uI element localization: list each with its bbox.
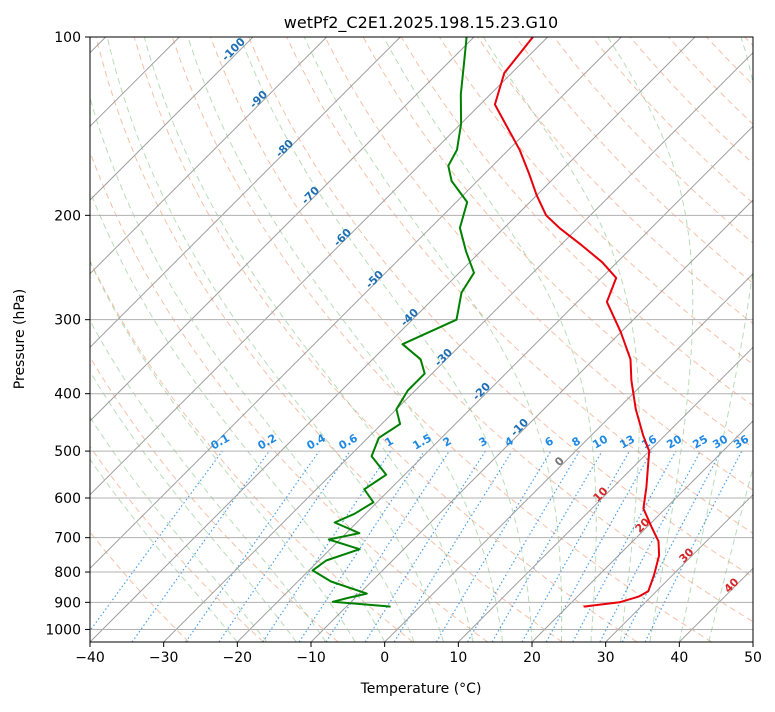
mixing-ratio-label: 6	[543, 434, 556, 449]
mixing-ratio-label: 13	[617, 433, 637, 452]
y-axis-ticks: 100 200 300 400 500 600 700 800 900 1000	[45, 30, 90, 638]
mixing-ratio-line	[365, 451, 485, 642]
isotherm-label: -50	[363, 268, 386, 291]
isotherm-line	[164, 37, 769, 642]
x-tick-label: −10	[296, 650, 326, 666]
isotherm-label: -60	[331, 226, 354, 249]
isotherm-line	[0, 37, 253, 642]
mixing-ratio-label: 3	[477, 434, 490, 449]
moist-adiabat	[709, 37, 775, 642]
isotherm-label: -20	[470, 380, 493, 403]
moist-adiabat	[144, 37, 473, 642]
isotherm-line	[0, 37, 327, 642]
mixing-ratio-label: 1	[383, 434, 396, 449]
x-tick-label: 50	[744, 650, 762, 666]
x-tick-label: −30	[149, 650, 179, 666]
y-tick-label: 900	[54, 595, 81, 611]
mixing-ratio-line	[522, 451, 629, 642]
isotherm-label: 30	[677, 545, 697, 565]
isotherm-label: -30	[432, 346, 455, 369]
dry-adiabat	[134, 37, 637, 642]
mixing-ratio-line	[299, 451, 424, 642]
isotherm-line	[0, 37, 400, 642]
x-tick-label: 20	[523, 650, 541, 666]
dry-adiabat	[0, 37, 338, 642]
mixing-ratio-label: 8	[570, 434, 583, 449]
mixing-ratio-label: 20	[664, 432, 684, 451]
dry-adiabat	[0, 37, 189, 642]
dry-adiabat	[707, 37, 775, 642]
x-tick-label: −40	[75, 650, 105, 666]
mixing-ratio-line	[263, 451, 391, 642]
mixing-ratio-label: 36	[731, 432, 751, 451]
x-tick-label: 0	[380, 650, 389, 666]
isotherm-line	[385, 37, 775, 642]
moist-adiabat	[304, 37, 561, 642]
mixing-ratio-line	[219, 451, 350, 642]
isotherm-line	[679, 37, 775, 642]
isotherm-line	[237, 37, 775, 642]
mixing-ratio-label: 30	[710, 432, 730, 451]
isotherm-label: -70	[299, 184, 322, 207]
x-axis-ticks: −40 −30 −20 −10 0 10 20 30 40 50	[75, 642, 762, 666]
isotherm-line	[16, 37, 621, 642]
mixing-ratio-line	[82, 451, 223, 642]
mixing-ratio-line	[468, 451, 580, 642]
y-tick-label: 700	[54, 531, 81, 547]
isotherm-label: 10	[591, 484, 611, 504]
isotherm-label: -10	[508, 416, 531, 439]
x-tick-label: 40	[670, 650, 688, 666]
dry-adiabat	[516, 37, 775, 642]
dry-adiabat	[745, 37, 775, 642]
x-axis-title: Temperature (°C)	[360, 681, 482, 697]
isotherm-label: -90	[247, 88, 270, 111]
y-tick-label: 100	[54, 30, 81, 46]
isotherm-line	[90, 37, 695, 642]
isotherm-label: 20	[633, 515, 653, 535]
y-tick-label: 200	[54, 208, 81, 224]
isotherm-line	[0, 37, 474, 642]
y-tick-label: 600	[54, 491, 81, 507]
y-axis-title: Pressure (hPa)	[12, 289, 28, 389]
chart-title: wetPf2_C2E1.2025.198.15.23.G10	[284, 13, 558, 33]
isotherm-line	[458, 37, 775, 642]
x-tick-label: −20	[223, 650, 253, 666]
y-tick-label: 500	[54, 444, 81, 460]
mixing-ratio-label: 0.2	[256, 431, 279, 452]
isotherm-label: -100	[219, 35, 248, 64]
isotherm-line	[753, 37, 775, 642]
plot-frame	[90, 37, 753, 642]
dry-adiabat	[0, 37, 264, 642]
mixing-ratio-label: 0.4	[305, 431, 329, 452]
mixing-ratio-line	[546, 451, 651, 642]
mixing-ratio-line	[326, 451, 449, 642]
moist-adiabat	[608, 37, 693, 642]
mixing-ratio-label: 0.1	[209, 431, 232, 452]
y-tick-label: 800	[54, 565, 81, 581]
moist-adiabat	[23, 37, 356, 642]
y-tick-label: 1000	[45, 622, 81, 638]
dry-adiabat	[554, 37, 775, 642]
moist-adiabat	[0, 37, 237, 642]
moist-adiabat	[240, 37, 532, 642]
isotherm-label: -80	[273, 137, 296, 160]
mixing-ratio-label: 10	[590, 432, 610, 451]
y-tick-label: 300	[54, 313, 81, 329]
x-tick-label: 10	[449, 650, 467, 666]
moist-adiabat	[188, 37, 503, 642]
x-tick-label: 30	[597, 650, 615, 666]
mixing-ratio-line	[573, 451, 676, 642]
y-tick-label: 400	[54, 387, 81, 403]
dry-adiabat	[58, 37, 488, 642]
isotherm-line	[311, 37, 775, 642]
